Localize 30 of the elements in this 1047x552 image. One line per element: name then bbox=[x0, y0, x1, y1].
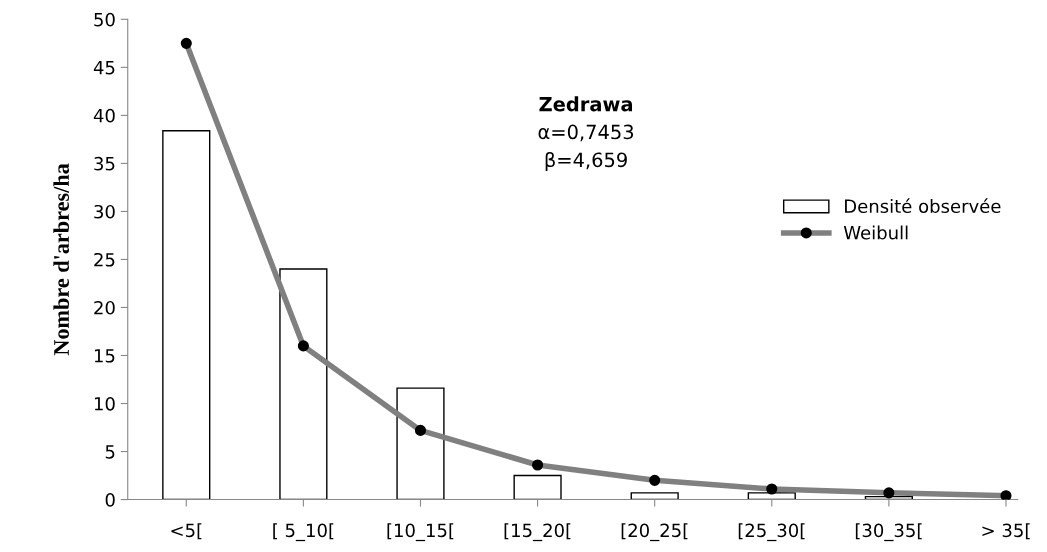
y-tick-label: 0 bbox=[105, 493, 115, 507]
bar bbox=[630, 492, 679, 500]
x-tick-label: <5[ bbox=[171, 523, 202, 540]
y-tick-label: 25 bbox=[94, 252, 115, 267]
y-axis-title: Nombre d'arbres/ha bbox=[53, 163, 69, 356]
y-tick-label: 30 bbox=[94, 204, 115, 219]
legend-label: Weibull bbox=[843, 225, 908, 240]
y-tick-label: 10 bbox=[94, 396, 115, 411]
y-tick-label: 15 bbox=[94, 349, 115, 363]
y-tick-label: 35 bbox=[94, 156, 115, 171]
y-tick-label: 45 bbox=[93, 61, 115, 75]
bar bbox=[396, 387, 445, 500]
annotation: Zedrawa bbox=[539, 96, 633, 112]
x-tick-label: [ 5_10[ bbox=[273, 523, 334, 542]
x-tick-label: [30_35[ bbox=[855, 523, 922, 542]
x-tick-label: [10_15[ bbox=[387, 523, 454, 542]
annotation: β=4,659 bbox=[545, 152, 627, 171]
x-tick-label: [20_25[ bbox=[621, 523, 688, 542]
x-tick-label: > 35[ bbox=[982, 523, 1030, 540]
y-tick-label: 20 bbox=[94, 300, 115, 315]
legend-label: Densité observée bbox=[845, 198, 1001, 214]
bar bbox=[162, 130, 211, 500]
y-tick-label: 40 bbox=[93, 108, 115, 123]
y-tick-label: 5 bbox=[105, 445, 115, 459]
y-tick-label: 50 bbox=[94, 12, 115, 27]
x-tick-label: [15_20[ bbox=[504, 523, 571, 542]
bar bbox=[513, 474, 562, 500]
annotation: α=0,7453 bbox=[538, 124, 634, 142]
x-tick-label: [25_30[ bbox=[738, 523, 805, 542]
bar bbox=[279, 268, 328, 500]
